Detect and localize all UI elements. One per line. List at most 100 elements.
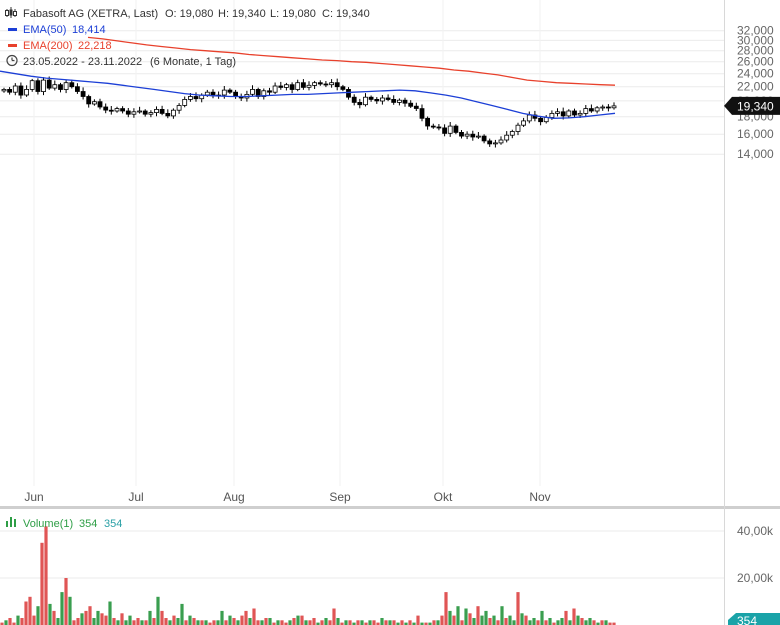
volume-bar — [272, 622, 276, 625]
legend-high: H: 19,340 — [218, 8, 266, 20]
candle — [108, 106, 114, 115]
volume-bar — [160, 610, 164, 625]
volume-bar — [512, 620, 516, 625]
candle — [97, 98, 103, 110]
volume-bar — [612, 622, 616, 625]
volume-bar — [372, 620, 376, 625]
candle — [176, 103, 182, 114]
volume-bar — [464, 608, 468, 625]
candle — [250, 85, 255, 97]
legend-open: O: 19,080 — [165, 8, 213, 20]
volume-bar — [324, 618, 328, 625]
price-gridlines — [0, 0, 724, 486]
candle — [498, 136, 504, 145]
volume-bar — [184, 620, 188, 625]
candle — [75, 83, 80, 94]
volume-bar — [284, 622, 288, 625]
candlestick-series — [1, 76, 617, 148]
time-tick-label: Aug — [223, 490, 244, 504]
candle — [509, 129, 515, 139]
volume-bars — [0, 526, 616, 625]
ema50-polyline — [0, 70, 616, 119]
legend-ema200-label[interactable]: EMA(200) — [23, 40, 73, 52]
candle — [278, 81, 284, 90]
volume-bar — [20, 618, 24, 625]
volume-bar — [516, 592, 520, 625]
candle — [419, 104, 425, 122]
candle — [385, 94, 391, 102]
volume-bar — [436, 620, 440, 625]
legend-close: C: 19,340 — [322, 8, 370, 20]
ema200-line — [87, 36, 616, 86]
volume-bar — [132, 620, 136, 625]
volume-bar — [112, 618, 116, 625]
volume-bar — [136, 618, 140, 625]
volume-bar — [456, 606, 460, 625]
volume-bar — [196, 620, 200, 625]
volume-bar — [108, 601, 112, 625]
volume-bar — [64, 578, 68, 625]
volume-bar — [568, 620, 572, 625]
volume-bar — [528, 620, 532, 625]
volume-bar — [344, 620, 348, 625]
volume-bar — [544, 620, 548, 625]
price-tick-label: 28,000 — [737, 44, 774, 58]
candle — [492, 139, 498, 148]
volume-bar — [156, 596, 160, 625]
volume-legend-label[interactable]: Volume(1) — [23, 518, 73, 530]
last-volume-value: 354 — [737, 614, 757, 625]
last-volume-badge: 354 — [728, 613, 780, 625]
time-tick-label: Jun — [24, 490, 43, 504]
volume-bar — [236, 620, 240, 625]
candlestick-icon[interactable] — [5, 7, 17, 18]
candle — [379, 95, 385, 105]
candle — [18, 82, 24, 99]
volume-bar — [220, 610, 224, 625]
volume-bar — [60, 592, 64, 625]
candle — [306, 81, 312, 91]
volume-legend-value-1: 354 — [79, 518, 97, 530]
volume-bar — [172, 615, 176, 625]
candle — [538, 116, 543, 126]
volume-bar — [68, 596, 72, 625]
volume-bar — [404, 622, 408, 625]
candle — [103, 103, 109, 114]
volume-bar — [496, 620, 500, 625]
volume-bar — [364, 622, 368, 625]
candle — [114, 106, 120, 113]
time-tick-label: Nov — [529, 490, 550, 504]
volume-bar — [72, 620, 76, 625]
volume-bar — [12, 622, 16, 625]
volume-bar — [240, 615, 244, 625]
price-tick-label: 14,000 — [737, 147, 774, 161]
candle — [142, 109, 148, 117]
volume-bar — [252, 608, 256, 625]
time-tick-label: Jul — [128, 490, 143, 504]
candle — [35, 78, 41, 95]
volume-bar — [588, 618, 592, 625]
legend-ema50-label[interactable]: EMA(50) — [23, 24, 66, 36]
volume-legend: Volume(1) 354 354 — [6, 517, 122, 530]
volume-bar — [440, 615, 444, 625]
volume-bar — [248, 618, 252, 625]
volume-bar — [152, 618, 156, 625]
candle — [521, 117, 526, 127]
volume-bar — [560, 618, 564, 625]
volume-bar — [32, 615, 36, 625]
legend-title: Fabasoft AG (XETRA, Last) — [23, 8, 158, 20]
price-tick-label: 30,000 — [737, 33, 774, 47]
candle — [589, 104, 594, 113]
candle — [312, 80, 318, 89]
volume-bar — [40, 542, 44, 625]
candle — [80, 87, 86, 100]
chart-legend: Fabasoft AG (XETRA, Last) O: 19,080 H: 1… — [5, 7, 370, 68]
clock-icon — [6, 54, 18, 67]
volume-bar — [8, 618, 12, 625]
volume-bar — [492, 615, 496, 625]
volume-bar — [208, 622, 212, 625]
volume-bar — [332, 608, 336, 625]
volume-bar — [84, 610, 88, 625]
volume-bar — [348, 620, 352, 625]
volume-bar — [56, 618, 60, 625]
